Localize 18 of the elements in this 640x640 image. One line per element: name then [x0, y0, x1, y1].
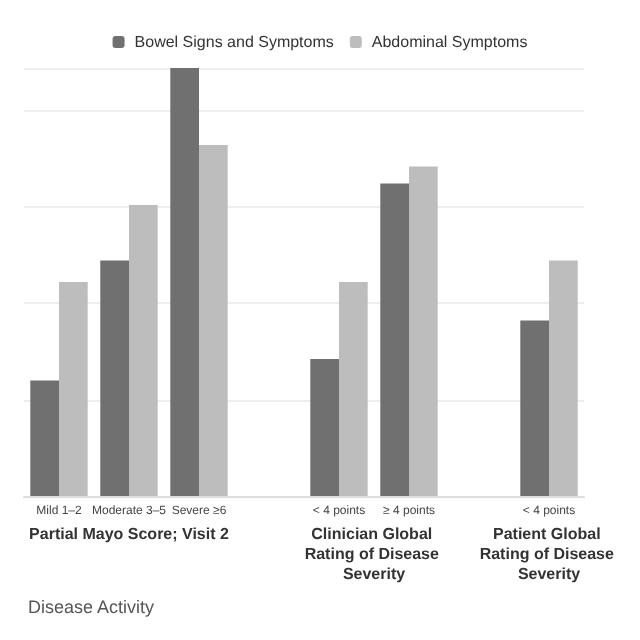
bar — [409, 166, 438, 496]
text: Clinician Global Rating of Disease Severity — [304, 525, 444, 583]
bar — [59, 282, 88, 496]
bar — [380, 183, 409, 496]
bar — [129, 204, 158, 496]
legend-label: Abdominal Symptoms — [371, 33, 528, 51]
bar — [199, 145, 228, 496]
bar — [339, 282, 368, 496]
bar — [310, 359, 339, 496]
bar — [170, 68, 199, 496]
bar — [549, 260, 578, 496]
x-axis-title: Disease Activity — [28, 597, 156, 617]
text: Patient Global Rating of Disease Severity — [479, 525, 619, 583]
text: Partial Mayo Score; Visit 2 — [29, 525, 230, 543]
legend-label: Bowel Signs and Symptoms — [134, 33, 334, 51]
bar — [100, 260, 129, 496]
bar — [520, 320, 549, 496]
bar — [30, 380, 59, 496]
